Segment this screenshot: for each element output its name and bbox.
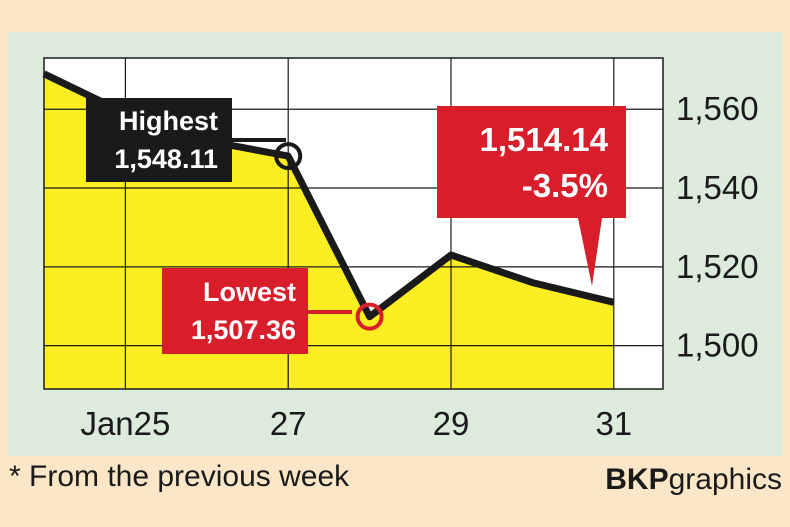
latest-callout-value: 1,514.14 [480, 121, 609, 158]
latest-callout-pointer [578, 218, 602, 286]
highest-callout-label: Highest [119, 106, 218, 136]
source-credit: BKPgraphics [605, 463, 782, 497]
lowest-callout: Lowest 1,507.36 [162, 268, 384, 354]
source-suffix: graphics [668, 463, 782, 496]
y-tick-label: 1,520 [676, 248, 759, 285]
x-tick-label: 27 [270, 405, 307, 442]
latest-callout-change: -3.5% [522, 167, 608, 204]
footnote: * From the previous week [9, 460, 350, 493]
latest-callout-box [437, 106, 626, 218]
highest-point-marker [274, 142, 303, 171]
x-tick-label: Jan25 [80, 405, 170, 442]
highest-callout: Highest 1,548.11 [86, 98, 303, 182]
source-brand: BKP [605, 463, 669, 496]
lowest-point-marker [355, 302, 384, 331]
latest-callout: 1,514.14 -3.5% [437, 106, 626, 286]
lowest-callout-label: Lowest [203, 277, 296, 307]
x-tick-label: 29 [433, 405, 470, 442]
lowest-callout-value: 1,507.36 [191, 315, 296, 345]
y-tick-label: 1,560 [676, 90, 759, 127]
y-axis: 1,500 1,520 1,540 1,560 [676, 90, 759, 363]
plot-frame [43, 57, 664, 390]
highest-callout-box [86, 98, 232, 182]
x-tick-label: 31 [595, 405, 632, 442]
y-tick-label: 1,540 [676, 169, 759, 206]
y-tick-label: 1,500 [676, 327, 759, 364]
x-axis: Jan25 27 29 31 [80, 405, 632, 442]
highest-callout-value: 1,548.11 [114, 144, 218, 174]
lowest-callout-box [162, 268, 308, 354]
